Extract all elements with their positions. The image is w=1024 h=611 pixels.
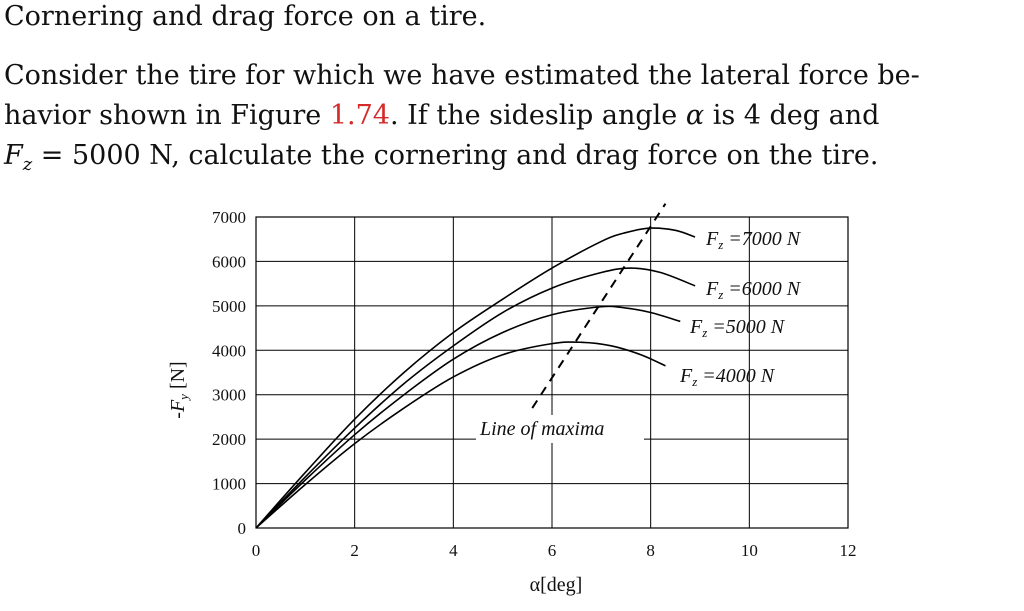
x-tick-label: 0 [252,541,261,560]
statement-line-1: Consider the tire for which we have esti… [4,60,920,91]
series-line [255,341,666,529]
x-tick-label: 2 [350,541,359,560]
y-axis-title-unit: [N] [167,361,189,394]
y-axis-title: -Fy [N] [167,361,191,418]
problem-statement: Consider the tire for which we have esti… [4,56,1004,185]
statement-line-2: havior shown in Figure 1.74. If the side… [4,96,1004,136]
figure-reference-link[interactable]: 1.74 [329,100,390,131]
x-axis-title: α[deg] [530,574,583,596]
y-tick-label: 6000 [212,252,246,271]
series-label: Fz =4000 N [679,365,776,389]
series-line [255,227,696,529]
series-line [255,267,696,529]
x-tick-label: 6 [548,541,557,560]
line-of-maxima [531,203,667,409]
chart-series [255,227,696,529]
y-tick-label: 1000 [212,475,246,494]
chart-maxima [476,203,667,443]
y-axis-title-main: -F [167,399,189,419]
x-tick-label: 10 [741,541,758,560]
section-heading: Cornering and drag force on a tire. [4,1,487,32]
y-tick-label: 2000 [212,430,246,449]
fz-symbol: F [4,140,23,171]
y-tick-label: 0 [238,519,247,538]
statement-text: . If the sideslip angle [389,100,686,131]
y-axis-title-sub: y [176,394,191,402]
statement-line-3: Fz = 5000 N, calculate the cornering and… [4,136,1004,185]
fz-subscript: z [22,154,33,175]
y-tick-label: 3000 [212,386,246,405]
y-tick-label: 4000 [212,341,246,360]
x-tick-label: 12 [840,541,857,560]
chart-grid [255,216,849,529]
series-label: Fz =5000 N [689,316,786,340]
statement-text: = 5000 N, calculate the cornering and dr… [32,140,879,171]
maxima-label-background [476,415,644,443]
alpha-symbol: α [685,100,705,131]
lateral-force-chart: 0 2 4 6 8 10 12 0 1000 2000 3000 4000 5000 6000 7000 L… [167,203,857,596]
y-tick-label: 7000 [212,208,246,227]
x-tick-label: 4 [449,541,458,560]
series-line [255,305,681,529]
statement-text: is 4 deg and [704,100,880,131]
x-tick-label: 8 [646,541,655,560]
line-of-maxima-label: Line of maxima [479,418,604,440]
chart-labels: Line of maxima Fz =7000 N Fz =6000 N Fz =50… [479,228,802,440]
series-label: Fz =7000 N [705,228,802,252]
y-tick-label: 5000 [212,297,246,316]
series-label: Fz =6000 N [705,278,802,302]
chart-ticks: 0 2 4 6 8 10 12 0 1000 2000 3000 4000 5000 6000 7000 [212,208,857,560]
statement-text: havior shown in Figure [4,100,330,131]
